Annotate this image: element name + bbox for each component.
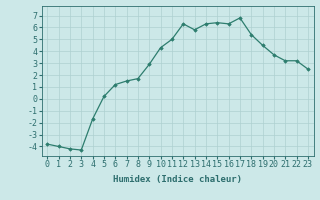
X-axis label: Humidex (Indice chaleur): Humidex (Indice chaleur) <box>113 175 242 184</box>
